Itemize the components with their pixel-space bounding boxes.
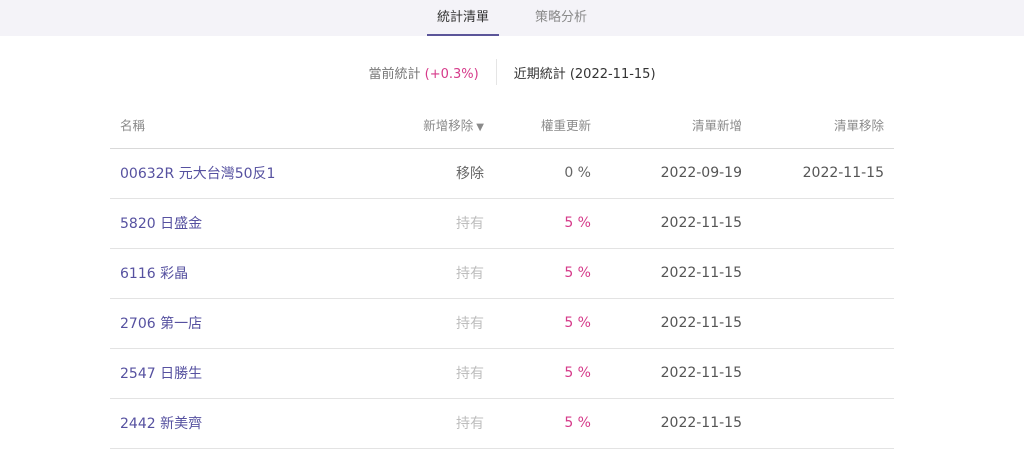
holdings-table: 名稱 新增移除 ▼ 權重更新 清單新增 清單移除 00632R 元大台灣50反1 … bbox=[110, 101, 894, 449]
header-weight: 權重更新 bbox=[494, 101, 601, 149]
stock-name-link[interactable]: 2706 第一店 bbox=[110, 298, 372, 349]
tab-strategy-analysis[interactable]: 策略分析 bbox=[535, 10, 588, 25]
removed-date-cell bbox=[752, 398, 894, 449]
added-date-cell: 2022-11-15 bbox=[601, 298, 752, 349]
recent-stats-label: 近期統計 (2022-11-15) bbox=[513, 66, 656, 82]
header-removed: 清單移除 bbox=[752, 101, 894, 149]
added-date-cell: 2022-09-19 bbox=[601, 148, 752, 199]
weight-cell: 0 % bbox=[494, 148, 601, 199]
stock-name-link[interactable]: 00632R 元大台灣50反1 bbox=[110, 148, 372, 199]
action-cell: 持有 bbox=[372, 398, 494, 449]
top-nav-bar: 統計清單 策略分析 bbox=[0, 0, 1024, 36]
weight-cell: 5 % bbox=[494, 198, 601, 249]
action-cell: 移除 bbox=[372, 148, 494, 199]
stock-name-link[interactable]: 2442 新美齊 bbox=[110, 398, 372, 449]
current-stats-tab[interactable]: 當前統計 (+0.3%) bbox=[351, 63, 495, 82]
removed-date-cell bbox=[752, 198, 894, 249]
table-row: 2442 新美齊 持有 5 % 2022-11-15 bbox=[110, 398, 894, 449]
removed-date-cell bbox=[752, 348, 894, 399]
header-action[interactable]: 新增移除 ▼ bbox=[372, 101, 494, 149]
table-row: 00632R 元大台灣50反1 移除 0 % 2022-09-19 2022-1… bbox=[110, 148, 894, 199]
removed-date-cell bbox=[752, 248, 894, 299]
stock-name-link[interactable]: 2547 日勝生 bbox=[110, 348, 372, 399]
weight-cell: 5 % bbox=[494, 348, 601, 399]
added-date-cell: 2022-11-15 bbox=[601, 198, 752, 249]
current-stats-change: (+0.3%) bbox=[424, 66, 479, 82]
header-action-label: 新增移除 bbox=[423, 117, 474, 133]
current-stats-label: 當前統計 bbox=[368, 66, 421, 82]
removed-date-cell: 2022-11-15 bbox=[752, 148, 894, 199]
weight-cell: 5 % bbox=[494, 248, 601, 299]
table-row: 2706 第一店 持有 5 % 2022-11-15 bbox=[110, 298, 894, 349]
stock-name-link[interactable]: 6116 彩晶 bbox=[110, 248, 372, 299]
action-cell: 持有 bbox=[372, 298, 494, 349]
added-date-cell: 2022-11-15 bbox=[601, 248, 752, 299]
recent-stats-tab[interactable]: 近期統計 (2022-11-15) bbox=[497, 63, 673, 82]
subtab-divider bbox=[495, 59, 497, 85]
header-added: 清單新增 bbox=[601, 101, 752, 149]
action-cell: 持有 bbox=[372, 198, 494, 249]
sort-down-icon: ▼ bbox=[476, 121, 484, 133]
weight-cell: 5 % bbox=[494, 298, 601, 349]
table-header-row: 名稱 新增移除 ▼ 權重更新 清單新增 清單移除 bbox=[110, 101, 894, 149]
tab-statistics-list[interactable]: 統計清單 bbox=[426, 0, 499, 36]
added-date-cell: 2022-11-15 bbox=[601, 348, 752, 399]
table-row: 6116 彩晶 持有 5 % 2022-11-15 bbox=[110, 248, 894, 299]
main-tabs: 統計清單 策略分析 bbox=[426, 0, 597, 36]
stat-period-switcher: 當前統計 (+0.3%) 近期統計 (2022-11-15) bbox=[0, 58, 1024, 86]
table-row: 5820 日盛金 持有 5 % 2022-11-15 bbox=[110, 198, 894, 249]
removed-date-cell bbox=[752, 298, 894, 349]
added-date-cell: 2022-11-15 bbox=[601, 398, 752, 449]
action-cell: 持有 bbox=[372, 248, 494, 299]
action-cell: 持有 bbox=[372, 348, 494, 399]
header-name: 名稱 bbox=[110, 101, 372, 149]
table-row: 2547 日勝生 持有 5 % 2022-11-15 bbox=[110, 348, 894, 399]
stock-name-link[interactable]: 5820 日盛金 bbox=[110, 198, 372, 249]
weight-cell: 5 % bbox=[494, 398, 601, 449]
